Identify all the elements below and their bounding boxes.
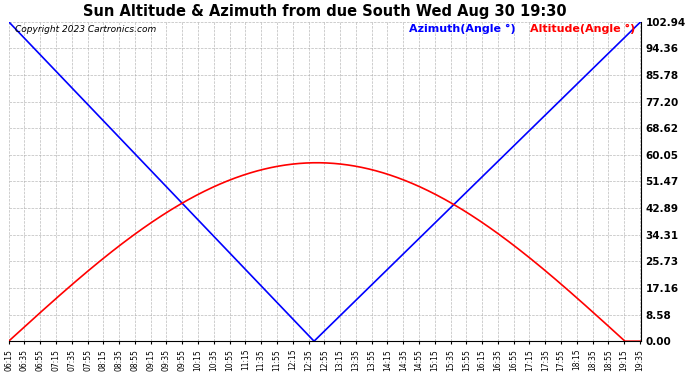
Text: Copyright 2023 Cartronics.com: Copyright 2023 Cartronics.com (15, 25, 156, 34)
Legend: Azimuth(Angle °), Altitude(Angle °): Azimuth(Angle °), Altitude(Angle °) (406, 24, 635, 34)
Title: Sun Altitude & Azimuth from due South Wed Aug 30 19:30: Sun Altitude & Azimuth from due South We… (83, 4, 566, 19)
